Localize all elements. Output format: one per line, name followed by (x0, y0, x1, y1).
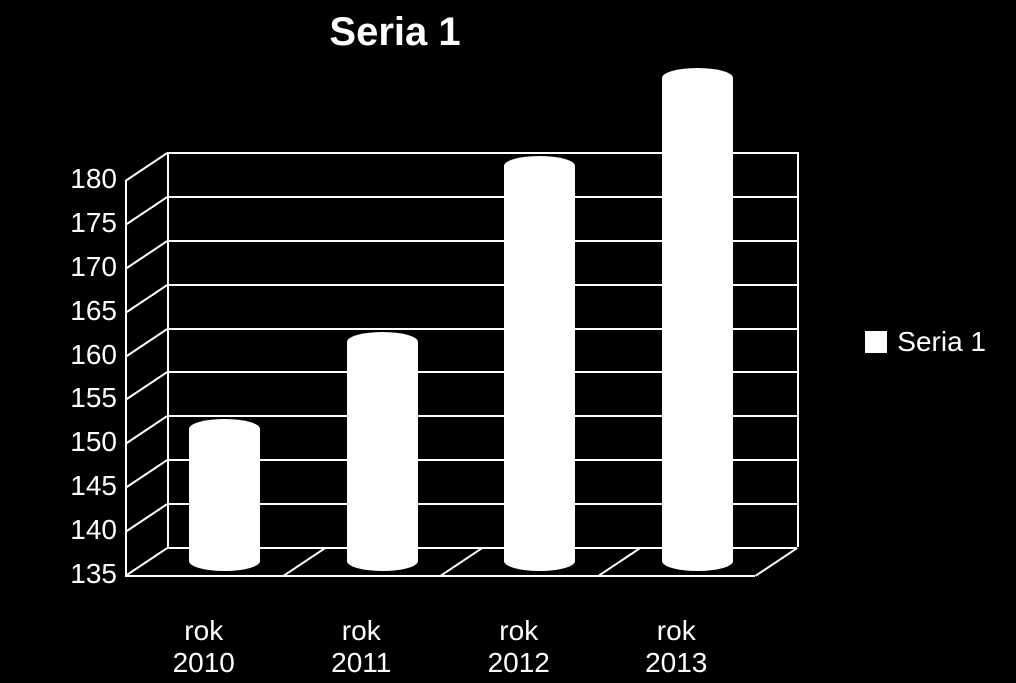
bar-cylinder (504, 166, 575, 561)
back-right-vertical (797, 152, 799, 547)
gridline-depth (125, 415, 168, 445)
y-tick-label: 180 (57, 163, 117, 195)
bar-cylinder (347, 342, 418, 561)
bar-bottom-cap (504, 551, 575, 571)
y-axis-line (125, 180, 127, 575)
bar-bottom-cap (189, 551, 260, 571)
y-tick-label: 170 (57, 251, 117, 283)
x-category-label: rok2012 (440, 615, 598, 679)
floor-separator (598, 547, 641, 577)
gridline-depth (125, 328, 168, 358)
x-category-label: rok2011 (283, 615, 441, 679)
bar-cylinder (189, 429, 260, 561)
y-tick-label: 135 (57, 558, 117, 590)
floor-separator (440, 547, 483, 577)
gridline-depth (125, 152, 168, 182)
bar-top-cap (504, 156, 575, 176)
bar-body (504, 166, 575, 561)
bar-bottom-cap (347, 551, 418, 571)
gridline-depth (125, 371, 168, 401)
y-tick-label: 150 (57, 426, 117, 458)
bar-bottom-cap (662, 551, 733, 571)
y-tick-label: 165 (57, 295, 117, 327)
y-tick-label: 145 (57, 470, 117, 502)
gridline-depth (125, 240, 168, 270)
x-category-label: rok2010 (125, 615, 283, 679)
floor-separator (283, 547, 326, 577)
x-category-label: rok2013 (598, 615, 756, 679)
gridline-depth (125, 284, 168, 314)
bar-body (662, 78, 733, 561)
back-left-vertical (167, 152, 169, 547)
gridline-depth (125, 503, 168, 533)
legend-label: Seria 1 (897, 326, 986, 358)
bar-top-cap (662, 68, 733, 88)
y-tick-label: 155 (57, 382, 117, 414)
bar-top-cap (347, 332, 418, 352)
bar-body (347, 342, 418, 561)
legend-swatch-icon (865, 331, 887, 353)
gridline-depth (125, 196, 168, 226)
chart-title: Seria 1 (0, 10, 790, 55)
bar-cylinder (662, 78, 733, 561)
floor-right-diag (755, 547, 798, 577)
y-tick-label: 140 (57, 514, 117, 546)
bar-body (189, 429, 260, 561)
gridline-depth (125, 547, 168, 577)
chart-plot-area: 135140145150155160165170175180rok2010rok… (55, 70, 790, 670)
y-tick-label: 160 (57, 339, 117, 371)
y-tick-label: 175 (57, 207, 117, 239)
gridline-depth (125, 459, 168, 489)
chart-legend: Seria 1 (865, 326, 986, 358)
